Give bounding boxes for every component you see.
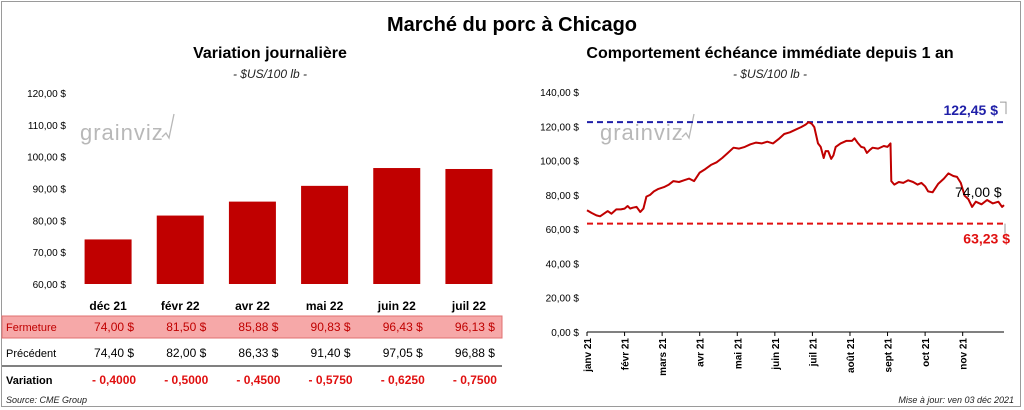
y-tick-label: 120,00 $	[27, 89, 66, 100]
left-chart-title: Variation journalière	[193, 45, 347, 62]
bar-mai 22	[301, 185, 349, 284]
table-row-label: Fermeture	[6, 322, 57, 334]
table-cell: 74,40 $	[94, 346, 134, 360]
bar-juin 22	[373, 168, 421, 284]
x-tick-label: nov 21	[959, 338, 970, 370]
high-callout	[1000, 101, 1007, 115]
bar-juil 22	[445, 168, 493, 284]
watermark-text: grainviz	[600, 120, 684, 145]
watermark-mark	[681, 113, 695, 140]
x-tick-label: oct 21	[921, 338, 932, 367]
y-tick-label: 60,00 $	[546, 225, 580, 236]
bar-févr 22	[156, 215, 204, 284]
category-label: juil 22	[451, 299, 486, 313]
source-note: Source: CME Group	[6, 395, 88, 405]
table-cell: 96,43 $	[383, 320, 423, 334]
table-cell: - 0,7500	[453, 373, 497, 387]
table-cell: - 0,4000	[92, 373, 136, 387]
bar-avr 22	[228, 201, 276, 284]
y-tick-label: 80,00 $	[546, 191, 580, 202]
y-tick-label: 70,00 $	[33, 248, 67, 259]
update-note: Mise à jour: ven 03 déc 2021	[898, 395, 1014, 405]
x-tick-label: août 21	[846, 338, 857, 373]
high-label: 122,45 $	[944, 102, 999, 118]
y-tick-label: 90,00 $	[33, 185, 67, 196]
y-tick-label: 120,00 $	[540, 122, 579, 133]
table-cell: 96,13 $	[455, 320, 495, 334]
x-tick-label: janv 21	[583, 338, 594, 373]
table-row-label: Précédent	[6, 348, 56, 360]
category-label: avr 22	[235, 299, 270, 313]
table-cell: - 0,6250	[381, 373, 425, 387]
y-tick-label: 100,00 $	[540, 157, 579, 168]
y-tick-label: 0,00 $	[551, 328, 579, 339]
table-cell: - 0,4500	[236, 373, 280, 387]
close-row-highlight	[1, 315, 503, 339]
table-cell: 90,83 $	[311, 320, 351, 334]
table-row-label: Variation	[6, 375, 53, 387]
table-cell: 82,00 $	[166, 346, 206, 360]
y-tick-label: 20,00 $	[546, 294, 580, 305]
x-tick-label: mai 21	[733, 338, 744, 370]
y-tick-label: 80,00 $	[33, 216, 67, 227]
table-cell: 85,88 $	[238, 320, 278, 334]
x-tick-label: juin 21	[771, 338, 782, 371]
table-cell: - 0,5750	[309, 373, 353, 387]
y-tick-label: 140,00 $	[540, 88, 579, 99]
table-cell: 81,50 $	[166, 320, 206, 334]
category-label: déc 21	[89, 299, 127, 313]
bar-déc 21	[84, 239, 132, 284]
right-watermark: grainviz	[600, 113, 695, 145]
last-value-label: 74,00 $	[955, 184, 1002, 200]
main-title: Marché du porc à Chicago	[386, 14, 638, 36]
x-tick-label: févr 21	[621, 338, 632, 371]
right-chart-subtitle: - $US/100 lb -	[732, 67, 808, 81]
table-cell: 86,33 $	[238, 346, 278, 360]
front-month-chart: grainviz 0,00 $ 20,00 $ 40,00 $ 60,00 $ 80,00…	[540, 88, 1010, 376]
table-cell: 97,05 $	[383, 346, 423, 360]
left-watermark: grainviz	[80, 113, 175, 145]
x-tick-label: mars 21	[658, 338, 669, 376]
category-label: mai 22	[306, 299, 344, 313]
price-line	[586, 121, 1005, 218]
category-label: juin 22	[377, 299, 416, 313]
x-tick-label: avr 21	[696, 338, 707, 367]
table-cell: 96,88 $	[455, 346, 495, 360]
x-tick-label: juil 21	[808, 338, 819, 368]
x-tick-label: sept 21	[884, 338, 895, 373]
low-label: 63,23 $	[963, 231, 1010, 247]
watermark-mark	[161, 113, 175, 140]
right-chart-title: Comportement échéance immédiate depuis 1…	[586, 45, 954, 62]
y-tick-label: 100,00 $	[27, 153, 66, 164]
y-tick-label: 40,00 $	[546, 259, 580, 270]
daily-variation-chart: grainviz 60,00 $ 70,00 $ 80,00 $ 90,00 $ 100,…	[1, 89, 503, 387]
watermark-text: grainviz	[80, 120, 164, 145]
left-chart-subtitle: - $US/100 lb -	[232, 67, 308, 81]
table-cell: - 0,5000	[164, 373, 208, 387]
category-label: févr 22	[161, 299, 200, 313]
table-cell: 74,00 $	[94, 320, 134, 334]
table-cell: 91,40 $	[311, 346, 351, 360]
y-tick-label: 110,00 $	[28, 121, 67, 132]
y-tick-label: 60,00 $	[33, 280, 67, 291]
